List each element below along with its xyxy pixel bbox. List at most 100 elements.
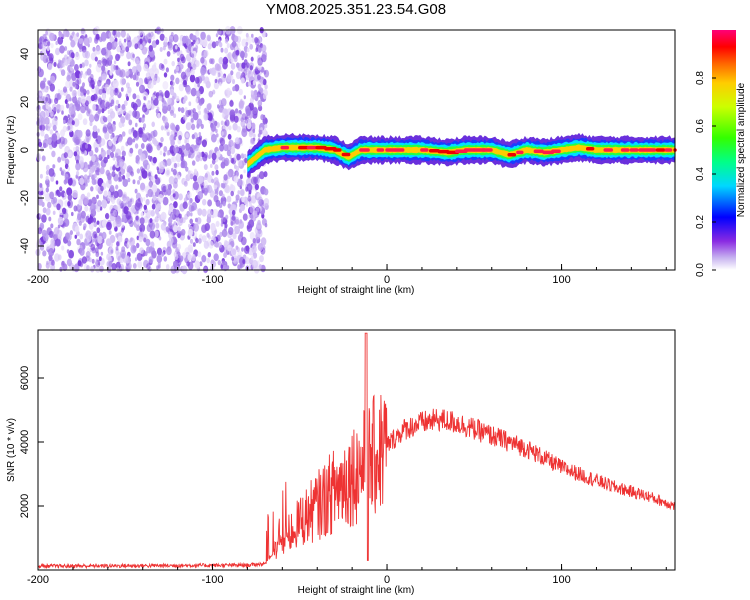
noise-blob (109, 86, 112, 91)
noise-blob (203, 187, 209, 195)
spectrogram-y-tick-label: 0 (19, 147, 31, 153)
noise-blob (168, 237, 174, 245)
noise-blob (178, 193, 183, 201)
noise-blob (121, 150, 126, 157)
noise-blob (76, 32, 80, 37)
noise-blob (101, 199, 108, 208)
noise-blob (112, 30, 116, 36)
noise-blob (90, 94, 95, 102)
noise-blob (98, 154, 101, 159)
noise-blob (195, 237, 199, 244)
noise-blob (180, 161, 186, 169)
noise-blob (100, 185, 104, 192)
noise-blob (38, 124, 43, 131)
noise-blob (215, 220, 220, 227)
noise-blob (147, 188, 153, 198)
noise-blob (151, 203, 156, 210)
noise-blob (62, 62, 65, 68)
noise-blob (109, 212, 116, 222)
noise-blob (197, 208, 203, 216)
noise-blob (116, 46, 121, 53)
noise-blob (223, 252, 228, 258)
noise-blob (65, 80, 71, 89)
noise-blob (226, 87, 231, 96)
noise-blob (47, 41, 51, 47)
noise-blob (141, 104, 148, 113)
noise-blob (246, 47, 250, 53)
noise-blob (128, 119, 133, 126)
noise-blob (94, 113, 100, 122)
noise-blob (135, 215, 139, 221)
noise-blob (242, 259, 246, 264)
noise-blob (229, 100, 234, 107)
noise-blob (145, 238, 151, 247)
noise-blob (130, 244, 137, 254)
noise-blob (110, 134, 113, 140)
noise-blob (237, 159, 243, 167)
figure-title: YM08.2025.351.23.54.G08 (266, 1, 446, 18)
noise-blob (142, 123, 147, 129)
noise-blob (194, 144, 199, 152)
noise-blob (231, 214, 236, 221)
noise-blob (251, 122, 256, 129)
noise-blob (157, 194, 164, 203)
noise-blob (216, 150, 221, 158)
noise-blob (64, 163, 69, 170)
noise-blob (227, 203, 232, 209)
noise-blob (60, 69, 66, 76)
noise-blob (241, 56, 244, 61)
noise-blob (198, 110, 201, 116)
noise-blob (213, 195, 219, 203)
noise-blob (85, 144, 88, 149)
noise-blob (120, 29, 126, 38)
noise-blob (154, 174, 158, 180)
noise-blob (154, 216, 159, 223)
noise-blob (94, 147, 99, 153)
noise-blob (168, 176, 175, 185)
noise-blob (192, 63, 197, 71)
noise-blob (214, 241, 219, 248)
noise-blob (234, 164, 237, 169)
noise-blob (156, 247, 163, 256)
noise-blob (58, 31, 63, 38)
noise-blob (39, 80, 46, 89)
noise-blob (79, 214, 86, 223)
noise-blob (61, 60, 64, 65)
noise-blob (87, 175, 90, 180)
noise-blob (175, 66, 180, 72)
noise-blob (215, 40, 219, 47)
noise-blob (101, 65, 106, 72)
noise-blob (118, 175, 123, 182)
noise-blob (144, 251, 148, 257)
noise-blob (149, 230, 156, 239)
spectrogram-noise-cloud (35, 25, 675, 275)
noise-blob (257, 74, 261, 81)
noise-blob (162, 45, 166, 51)
noise-blob (107, 191, 111, 197)
noise-blob (250, 213, 254, 220)
noise-blob (74, 64, 79, 72)
noise-blob (263, 198, 270, 206)
noise-blob (252, 210, 258, 218)
noise-blob (159, 47, 163, 52)
noise-blob (55, 180, 59, 185)
noise-blob (94, 161, 101, 170)
noise-blob (191, 53, 195, 58)
noise-blob (145, 72, 151, 80)
noise-blob (219, 144, 225, 152)
noise-blob (100, 31, 107, 41)
noise-blob (61, 245, 65, 251)
noise-blob (243, 153, 247, 160)
noise-blob (207, 199, 213, 207)
noise-blob (53, 62, 57, 67)
noise-blob (57, 216, 64, 226)
noise-blob (172, 224, 179, 233)
spectrogram-y-ticks: -40 -20 0 20 40 (19, 48, 44, 254)
noise-blob (176, 50, 181, 56)
noise-blob (135, 122, 138, 128)
noise-blob (251, 33, 254, 38)
noise-blob (86, 265, 90, 271)
noise-blob (228, 227, 234, 235)
noise-blob (211, 159, 216, 165)
